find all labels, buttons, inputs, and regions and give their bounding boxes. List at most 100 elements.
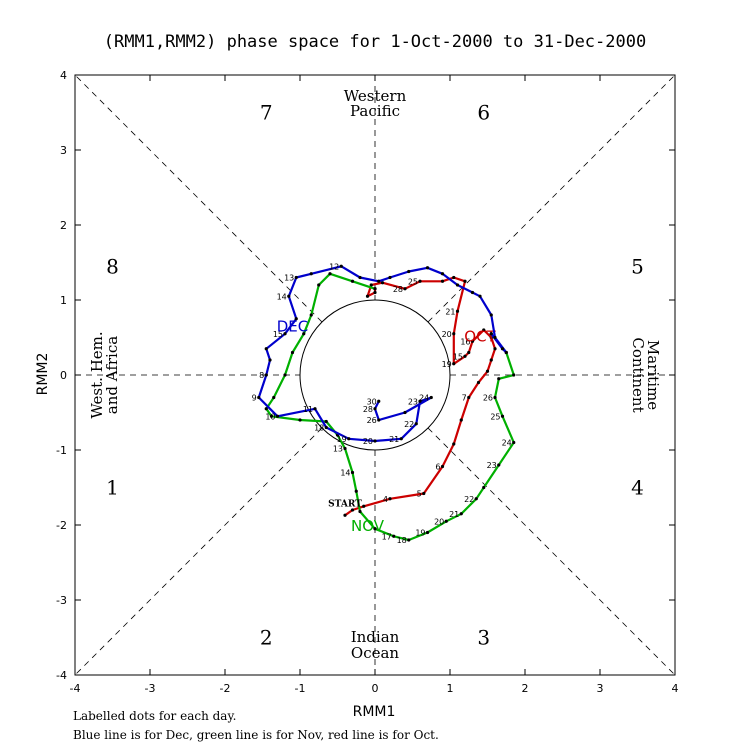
day-dot-oct xyxy=(463,279,467,283)
day-dot-nov xyxy=(343,446,347,451)
day-label-dec: 9 xyxy=(252,394,257,403)
y-tick-label: -3 xyxy=(56,594,67,607)
day-label-nov: 17 xyxy=(382,532,392,541)
region-label-maritime-continent-line-1: Maritime xyxy=(644,340,662,410)
day-label-dec: 26 xyxy=(367,416,377,425)
day-dot-dec xyxy=(339,264,343,268)
day-dot-oct xyxy=(485,369,490,373)
day-dot-dec xyxy=(429,395,433,400)
day-dot-nov xyxy=(373,527,377,531)
day-label-oct: 4 xyxy=(383,495,388,504)
day-dot-nov xyxy=(350,279,355,283)
day-dot-dec xyxy=(403,410,407,415)
x-tick-label: -1 xyxy=(295,682,306,695)
day-dot-nov xyxy=(328,272,332,276)
day-label-oct: 25 xyxy=(408,277,418,286)
day-dot-nov xyxy=(444,519,448,523)
day-dot-dec xyxy=(388,275,392,280)
day-dot-dec xyxy=(373,407,377,411)
day-label-oct: 28 xyxy=(393,285,403,294)
day-dot-dec xyxy=(478,294,482,298)
day-dot-dec xyxy=(407,269,411,274)
y-tick-label: 3 xyxy=(60,144,67,157)
day-dot-oct xyxy=(365,294,370,298)
day-dot-nov xyxy=(392,534,396,538)
day-label-nov: 20 xyxy=(434,517,444,526)
day-label-nov: 13 xyxy=(333,445,343,454)
x-tick-label: 1 xyxy=(447,682,454,695)
day-dot-nov xyxy=(407,538,411,542)
region-label-western-pacific-line-2: Pacific xyxy=(350,102,400,120)
day-dot-oct xyxy=(373,290,377,295)
day-label-nov: 19 xyxy=(415,529,425,538)
day-label-oct: 6 xyxy=(435,463,440,472)
phase-label-8: 8 xyxy=(106,254,119,278)
chart-title: (RMM1,RMM2) phase space for 1-Oct-2000 t… xyxy=(104,32,646,52)
day-dot-oct xyxy=(459,418,463,422)
y-tick-label: 1 xyxy=(60,294,67,307)
day-dot-oct xyxy=(350,508,355,512)
day-dot-oct xyxy=(380,281,385,285)
day-dot-oct xyxy=(440,464,445,469)
day-label-dec: 11 xyxy=(303,405,313,414)
day-dot-nov xyxy=(512,440,516,445)
y-tick-label: 4 xyxy=(60,69,67,82)
day-dot-dec xyxy=(504,350,508,355)
y-tick-label: -4 xyxy=(56,669,67,682)
day-label-dec: 30 xyxy=(367,397,377,406)
day-dot-dec xyxy=(425,266,430,270)
day-label-dec: 23 xyxy=(408,397,418,406)
day-dot-nov xyxy=(459,512,463,516)
day-label-nov: 21 xyxy=(449,510,459,519)
day-dot-oct xyxy=(476,380,481,385)
day-dot-dec xyxy=(414,422,418,426)
day-label-nov: 24 xyxy=(502,439,512,448)
day-label-nov: 14 xyxy=(340,469,350,478)
day-dot-dec xyxy=(264,347,268,351)
month-label-dec: DEC xyxy=(277,318,309,336)
day-dot-nov xyxy=(283,373,287,377)
region-label-maritime-continent-line-2: Continent xyxy=(629,337,647,412)
day-dot-dec xyxy=(493,335,497,340)
phase-label-4: 4 xyxy=(631,476,644,500)
region-label-west-hem-africa-line-2: and Africa xyxy=(103,336,121,414)
x-tick-label: 2 xyxy=(522,682,529,695)
x-tick-label: -2 xyxy=(220,682,231,695)
region-label-western-pacific-line-1: Western xyxy=(344,87,407,105)
y-axis-label: RMM2 xyxy=(35,353,51,396)
day-dot-oct xyxy=(463,354,467,358)
day-dot-nov xyxy=(272,395,276,400)
day-dot-dec xyxy=(455,283,460,287)
day-dot-dec xyxy=(440,272,445,276)
day-label-nov: 23 xyxy=(487,461,497,470)
day-label-oct: 21 xyxy=(445,307,455,316)
day-dot-dec xyxy=(377,399,381,403)
day-dot-nov xyxy=(482,485,486,490)
day-dot-nov xyxy=(497,377,501,381)
series-line-nov xyxy=(265,272,515,542)
day-dot-oct xyxy=(452,362,456,366)
day-dot-nov xyxy=(298,418,302,422)
day-dot-nov xyxy=(493,395,497,400)
day-label-dec: 19 xyxy=(337,435,347,444)
day-dot-nov xyxy=(350,470,355,475)
day-dot-oct xyxy=(452,275,456,280)
day-dot-oct xyxy=(489,335,493,340)
y-tick-label: -1 xyxy=(56,444,67,457)
day-dot-dec xyxy=(313,407,317,411)
day-label-dec: 22 xyxy=(404,420,414,429)
day-dot-dec xyxy=(324,425,328,430)
phase-label-6: 6 xyxy=(477,101,490,125)
day-dot-nov xyxy=(309,313,313,317)
day-dot-dec xyxy=(347,437,351,441)
day-label-oct: 16 xyxy=(460,337,470,346)
day-dot-oct xyxy=(452,332,456,336)
day-dot-oct xyxy=(467,350,471,355)
x-tick-label: 4 xyxy=(672,682,679,695)
phase-label-3: 3 xyxy=(477,626,490,650)
day-dot-nov xyxy=(358,509,362,514)
day-label-nov: 26 xyxy=(483,394,493,403)
